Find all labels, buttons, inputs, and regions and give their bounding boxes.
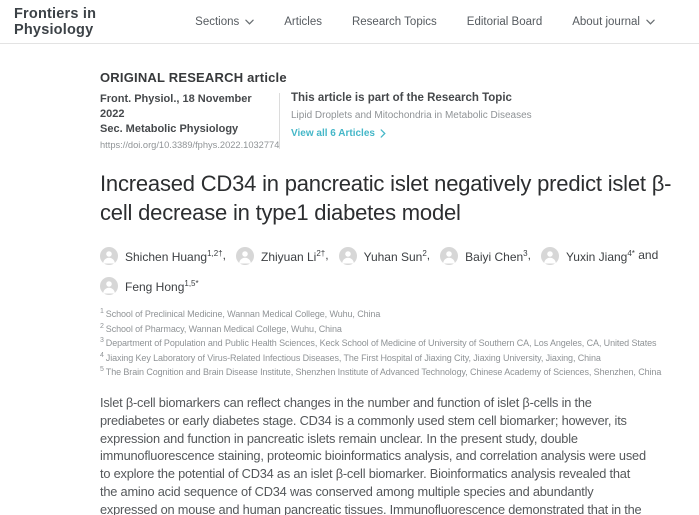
nav-item-sections[interactable]: Sections [195,16,254,28]
author-shichen-huang[interactable]: Shichen Huang1,2†, [100,244,226,267]
nav-item-articles[interactable]: Articles [284,16,322,28]
article-type-label: ORIGINAL RESEARCH article [100,70,287,85]
abstract-text: Islet β-cell biomarkers can reflect chan… [100,394,646,515]
author-feng-hong[interactable]: Feng Hong1,5* [100,274,199,297]
avatar-icon [235,246,254,265]
author-name: Yuhan Sun2 [363,249,427,264]
nav-item-research-topics[interactable]: Research Topics [352,16,437,28]
author-name: Shichen Huang1,2† [125,249,223,264]
article-meta: Front. Physiol., 18 November 2022 Sec. M… [100,92,699,150]
journal-section: Sec. Metabolic Physiology [100,123,239,135]
author-name: Baiyi Chen3 [465,249,528,264]
avatar-icon [440,246,459,265]
research-topic-label: This article is part of the Research Top… [291,92,512,104]
nav-item-label: Research Topics [351,15,437,28]
avatar-icon [540,246,559,265]
nav-item-label: Editorial Board [466,15,543,28]
author-yuhan-sun[interactable]: Yuhan Sun2, [338,244,430,267]
author-name: Zhiyuan Li2† [260,249,326,264]
nav-item-label: Articles [284,15,322,28]
nav-item-label: Sections [195,15,240,28]
chevron-down-icon [245,19,254,25]
author-list: Shichen Huang1,2†, Zhiyuan Li2†, Yuhan S… [100,244,675,297]
author-zhiyuan-li[interactable]: Zhiyuan Li2†, [235,244,329,267]
avatar-icon [338,246,357,265]
affiliation-2: 2 School of Pharmacy, Wannan Medical Coll… [100,322,342,334]
nav-item-about-journal[interactable]: About journal [572,16,655,28]
journal-date: Front. Physiol., 18 November 2022 [100,93,252,120]
author-name: Yuxin Jiang4* [565,249,635,264]
article-page: ORIGINAL RESEARCH article Front. Physiol… [0,44,699,515]
affiliation-4: 4 Jiaxing Key Laboratory of Virus-Related… [100,351,601,363]
nav-item-label: About journal [572,15,640,28]
article-title: Increased CD34 in pancreatic islet negat… [100,171,672,225]
affiliation-list: 1 School of Preclinical Medicine, Wannan … [100,306,699,379]
chevron-down-icon [646,19,655,25]
author-yuxin-jiang[interactable]: Yuxin Jiang4* and [540,244,658,267]
view-all-articles-link[interactable]: View all 6 Articles [291,128,386,139]
chevron-right-icon [380,129,386,138]
research-topic-block: This article is part of the Research Top… [280,92,532,150]
avatar-icon [100,246,118,265]
author-name: Feng Hong1,5* [125,279,199,294]
affiliation-1: 1 School of Preclinical Medicine, Wannan … [100,308,381,319]
affiliation-3: 3 Department of Population and Public Hea… [100,337,657,349]
avatar-icon [100,276,118,295]
research-topic-title[interactable]: Lipid Droplets and Mitochondria in Metab… [291,110,532,121]
citation-block: Front. Physiol., 18 November 2022 Sec. M… [100,92,279,150]
nav-item-editorial-board[interactable]: Editorial Board [467,16,542,28]
top-navigation: Frontiers in Physiology Sections Article… [0,0,699,44]
journal-logo[interactable]: Frontiers in Physiology [14,5,97,38]
doi-link[interactable]: https://doi.org/10.3389/fphys.2022.10327… [100,140,280,150]
affiliation-5: 5 The Brain Cognition and Brain Disease I… [100,366,662,378]
vertical-divider [279,93,280,149]
author-baiyi-chen[interactable]: Baiyi Chen3, [440,244,531,267]
